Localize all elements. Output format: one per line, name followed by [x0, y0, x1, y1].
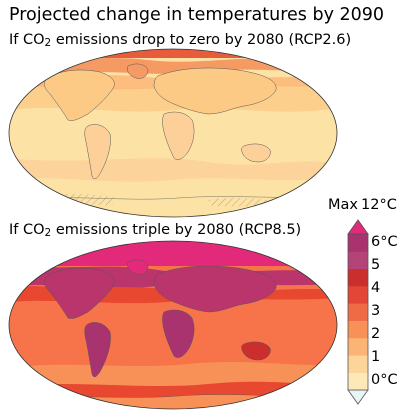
colorbar-segment: [348, 338, 368, 356]
temperature-colorbar: [347, 219, 369, 405]
page-title: Projected change in temperatures by 2090: [9, 5, 385, 25]
colorbar-tick-label: 4: [371, 280, 381, 296]
colorbar-segment: [348, 234, 368, 252]
scenario-low-title: If CO2 emissions drop to zero by 2080 (R…: [9, 32, 352, 49]
colorbar-tick-label: 2: [371, 326, 381, 342]
colorbar-max-value: 12°C: [361, 197, 397, 213]
colorbar-tick-label: 6°C: [371, 234, 398, 250]
colorbar-segment: [348, 251, 368, 269]
colorbar-segment: [348, 286, 368, 304]
colorbar-segment: [348, 303, 368, 321]
colorbar-frame: [347, 233, 369, 391]
colorbar-max-extension: [347, 219, 369, 235]
colorbar-tick-label: 5: [371, 257, 381, 273]
colorbar-tick-label: 3: [371, 303, 381, 319]
colorbar-min-extension: [347, 389, 369, 405]
colorbar-tick-label: 1: [371, 349, 381, 365]
colorbar-segment: [348, 268, 368, 287]
scenario-high-title: If CO2 emissions triple by 2080 (RCP8.5): [9, 222, 302, 239]
rcp85-world-map: [8, 240, 338, 410]
colorbar-segment: [348, 372, 368, 391]
colorbar-segment: [348, 355, 368, 373]
rcp26-world-map: [8, 48, 338, 218]
colorbar-segment: [348, 320, 368, 339]
colorbar-tick-label: 0°C: [371, 372, 398, 388]
colorbar-max-label: Max: [328, 197, 358, 213]
